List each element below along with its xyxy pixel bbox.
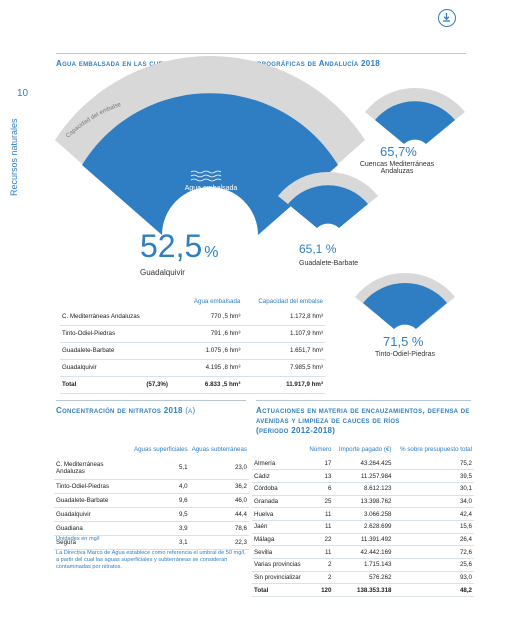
- table-row: C. Mediterráneas Andaluzas 770 ,5 hm³ 1.…: [60, 308, 325, 326]
- table-row: Guadalquivir 4.195 ,8 hm³ 7.985,5 hm³: [60, 359, 325, 377]
- col-header: Importe pagado (€): [338, 445, 392, 453]
- capacity-value: 1.107,9 hm³: [246, 325, 325, 343]
- page-number: 10: [17, 88, 29, 99]
- cma-percentage: 65,7%: [380, 144, 417, 159]
- top-bar: [0, 0, 507, 40]
- col-header: Número: [309, 445, 332, 453]
- actions-rule: [256, 400, 471, 401]
- top-rule: [56, 53, 466, 54]
- main-name: Guadalquivir: [140, 268, 185, 277]
- table-row: Guadalquivir 9,5 44,4: [54, 507, 249, 522]
- actions-table: Número Importe pagado (€) % sobre presup…: [252, 441, 474, 598]
- nitrates-footnote: La Directiva Marco de Agua establece com…: [56, 550, 246, 570]
- table-row: Jaén 11 2.628.699 15,6: [252, 520, 474, 534]
- row-name: Guadalete-Barbate: [54, 493, 132, 508]
- table-row: Huelva 11 3.066.258 42,4: [252, 507, 474, 521]
- table-row: Guadalete-Barbate 9,6 46,0: [54, 493, 249, 508]
- nitrates-title: Concentración de nitratos 2018 (a): [56, 406, 196, 415]
- row-name: Segura: [54, 535, 132, 550]
- actions-title: Actuaciones en materia de encauzamientos…: [256, 406, 470, 435]
- cma-stored-sector: [375, 101, 455, 144]
- row-name: Guadalete-Barbate: [60, 342, 186, 360]
- ground-value: 22,3: [189, 535, 249, 550]
- table-row: Varias provincias 2 1.715.143 25,6: [252, 558, 474, 572]
- row-name: Tinto-Odiel-Piedras: [54, 479, 132, 494]
- surface-value: 4,0: [131, 479, 190, 494]
- table-row: Guadalete-Barbate 1.075 ,6 hm³ 1.651,7 h…: [60, 342, 325, 360]
- main-stored-sector: [82, 93, 338, 235]
- capacity-value: 7.985,5 hm³: [246, 359, 325, 377]
- gb-name: Guadalete-Barbate: [299, 260, 359, 267]
- ground-value: 78,6: [189, 521, 249, 536]
- ground-value: 23,0: [189, 457, 249, 480]
- surface-value: 5,1: [131, 457, 190, 480]
- table-row: Segura 3,1 22,3: [54, 535, 249, 550]
- top-name: Tinto-Odiel-Piedras: [374, 351, 436, 358]
- ground-value: 46,0: [189, 493, 249, 508]
- stored-arc-label: Agua embalsada: [185, 185, 238, 192]
- main-percentage: 52,5%: [140, 228, 219, 265]
- table-row: Cádiz 13 11.257.984 39,5: [252, 469, 474, 483]
- col-header: Capacidad del embalse: [258, 297, 323, 305]
- stored-value: 4.195 ,8 hm³: [185, 359, 243, 377]
- table-row: Tinto-Odiel-Piedras 791 ,6 hm³ 1.107,9 h…: [60, 325, 325, 343]
- main-value: 52,5: [140, 228, 203, 264]
- table-row: Málaga 22 11.391.492 26,4: [252, 533, 474, 547]
- row-name: Total (57,3%): [60, 376, 186, 394]
- table-row: Córdoba 6 8.612.123 30,1: [252, 482, 474, 496]
- capacity-value: 1.651,7 hm³: [246, 342, 325, 360]
- gb-percentage: 65,1 %: [299, 242, 337, 256]
- row-name: Tinto-Odiel-Piedras: [60, 325, 186, 343]
- col-header: Aguas subterráneas: [191, 445, 247, 453]
- reservoir-table: Agua embalsada Capacidad del embalse C. …: [60, 294, 325, 394]
- table-row: Granada 25 13.398.762 34,0: [252, 495, 474, 509]
- col-header: Aguas superficiales: [133, 445, 188, 453]
- table-row: Sin provincializar 2 576.262 93,0: [252, 571, 474, 585]
- row-name: Guadiana: [54, 521, 132, 536]
- nitrates-table: Aguas superficiales Aguas subterráneas C…: [54, 441, 249, 550]
- capacity-value: 11.917,9 hm³: [246, 376, 325, 394]
- surface-value: 3,9: [131, 521, 190, 536]
- col-header: Agua embalsada: [193, 297, 241, 305]
- nitrates-rule: [56, 400, 246, 401]
- ground-value: 44,4: [189, 507, 249, 522]
- table-row: Tinto-Odiel-Piedras 4,0 36,2: [54, 479, 249, 494]
- row-name: Guadalquivir: [54, 507, 132, 522]
- surface-value: 9,5: [131, 507, 190, 522]
- surface-value: 9,6: [131, 493, 190, 508]
- surface-value: 3,1: [131, 535, 190, 550]
- stored-value: 1.075 ,6 hm³: [185, 342, 243, 360]
- table-row: C. Mediterráneas Andaluzas 5,1 23,0: [54, 457, 249, 480]
- capacity-value: 1.172,8 hm³: [246, 308, 325, 326]
- table-row: Almería 17 43.264.425 75,2: [252, 457, 474, 471]
- main-unit: %: [204, 244, 219, 261]
- table-row-total: Total (57,3%) 6.833 ,5 hm³ 11.917,9 hm³: [60, 376, 325, 394]
- stored-value: 6.833 ,5 hm³: [185, 376, 243, 394]
- stored-value: 770 ,5 hm³: [185, 308, 243, 326]
- row-name: C. Mediterráneas Andaluzas: [54, 457, 132, 480]
- download-icon[interactable]: [438, 9, 456, 27]
- waves-icon: [190, 170, 222, 182]
- gb-stored-sector: [288, 185, 368, 228]
- table-row: Guadiana 3,9 78,6: [54, 521, 249, 536]
- units-note: Unidades en mg/l: [56, 536, 100, 542]
- stored-value: 791 ,6 hm³: [185, 325, 243, 343]
- top-stored-sector: [363, 282, 447, 329]
- cma-name: Cuencas Mediterráneas Andaluzas: [359, 161, 435, 175]
- col-header: % sobre presupuesto total: [400, 445, 472, 453]
- table-row-total: Total 120 138.353.318 48,2: [252, 583, 474, 598]
- row-name: Guadalquivir: [60, 359, 186, 377]
- row-name: C. Mediterráneas Andaluzas: [60, 308, 186, 326]
- top-percentage: 71,5 %: [383, 334, 424, 349]
- ground-value: 36,2: [189, 479, 249, 494]
- table-row: Sevilla 11 42.442.169 72,6: [252, 545, 474, 559]
